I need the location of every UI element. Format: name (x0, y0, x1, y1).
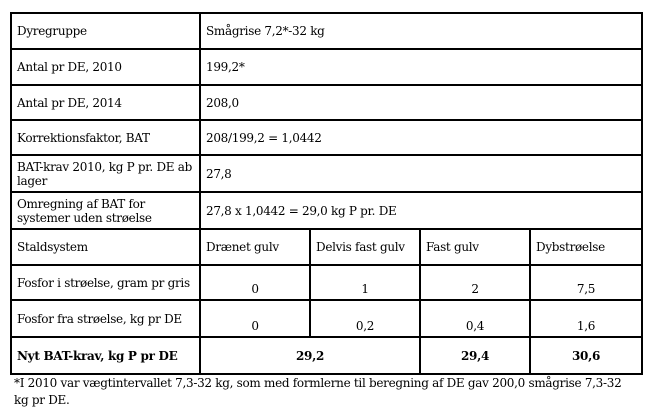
cell: 0 (199, 264, 311, 301)
cell: 0,2 (309, 299, 421, 338)
cell: 1,6 (529, 299, 643, 338)
cell: 1 (309, 264, 421, 301)
table-row: Fosfor fra strøelse, kg pr DE 0 0,2 0,4 1,6 (10, 299, 643, 338)
row-label: Antal pr DE, 2010 (10, 48, 201, 86)
cell: 29,4 (419, 336, 531, 375)
cell: 0 (199, 299, 311, 338)
table-row: Korrektionsfaktor, BAT 208/199,2 = 1,0442 (10, 119, 643, 156)
table-row: Antal pr DE, 2010 199,2* (10, 48, 643, 86)
row-label: Dyregruppe (10, 12, 201, 50)
column-header: Drænet gulv (199, 228, 311, 266)
row-value: 199,2* (199, 48, 643, 86)
bat-table: Dyregruppe Smågrise 7,2*-32 kg Antal pr D… (10, 12, 643, 375)
column-header: Delvis fast gulv (309, 228, 421, 266)
table-row: Staldsystem Drænet gulv Delvis fast gulv Fa… (10, 228, 643, 266)
row-label: Nyt BAT-krav, kg P pr DE (10, 336, 201, 375)
cell: 2 (419, 264, 531, 301)
table-row: Antal pr DE, 2014 208,0 (10, 84, 643, 121)
row-label: BAT-krav 2010, kg P pr. DE ab lager (10, 154, 201, 193)
row-value: 27,8 (199, 154, 643, 193)
table-row: Fosfor i strøelse, gram pr gris 0 1 2 7,5 (10, 264, 643, 301)
footnote: *I 2010 var vægtintervallet 7,3-32 kg, s… (14, 376, 622, 407)
row-value: 27,8 x 1,0442 = 29,0 kg P pr. DE (199, 191, 643, 230)
row-value: Smågrise 7,2*-32 kg (199, 12, 643, 50)
table-row: Dyregruppe Smågrise 7,2*-32 kg (10, 12, 643, 50)
cell: 0,4 (419, 299, 531, 338)
row-value: 208/199,2 = 1,0442 (199, 119, 643, 156)
row-value: 208,0 (199, 84, 643, 121)
table-row: BAT-krav 2010, kg P pr. DE ab lager 27,8 (10, 154, 643, 193)
row-label: Korrektionsfaktor, BAT (10, 119, 201, 156)
row-label: Omregning af BAT for systemer uden strøe… (10, 191, 201, 230)
table-row: Nyt BAT-krav, kg P pr DE 29,2 29,4 30,6 (10, 336, 643, 375)
column-header: Fast gulv (419, 228, 531, 266)
cell: 29,2 (199, 336, 421, 375)
column-header: Dybstrøelse (529, 228, 643, 266)
row-label: Staldsystem (10, 228, 201, 266)
row-label: Fosfor fra strøelse, kg pr DE (10, 299, 201, 338)
row-label: Antal pr DE, 2014 (10, 84, 201, 121)
row-label: Fosfor i strøelse, gram pr gris (10, 264, 201, 301)
cell: 7,5 (529, 264, 643, 301)
table-row: Omregning af BAT for systemer uden strøe… (10, 191, 643, 230)
cell: 30,6 (529, 336, 643, 375)
